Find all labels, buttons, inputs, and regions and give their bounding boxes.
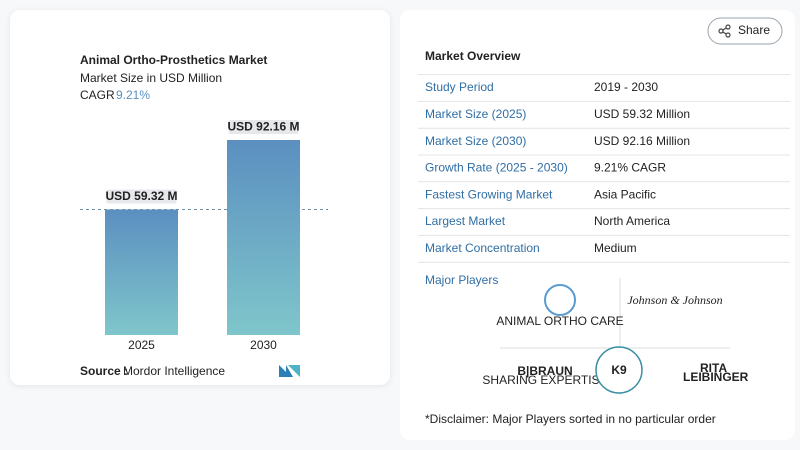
value-label: USD 59.32 M [105, 189, 177, 203]
bar-chart: USD 59.32 M 2025 USD 92.16 M 2030 [80, 120, 328, 352]
share-icon [718, 24, 731, 38]
share-button-frame[interactable] [707, 17, 783, 45]
source: Mordor Intelligence [123, 364, 225, 378]
player: ANIMAL ORTHO CARE [496, 314, 623, 328]
row-label: Market Concentration [425, 241, 540, 255]
k9-logo [595, 346, 643, 394]
row-label: Growth Rate (2025 - 2030) [425, 161, 568, 175]
row-value: North America [594, 214, 670, 228]
mordor-logo [279, 365, 300, 377]
logo-shape [279, 365, 293, 377]
chart-title: Animal Ortho-Prosthetics Market [80, 53, 267, 67]
aoc-logo [544, 284, 576, 316]
overview-card [400, 10, 795, 440]
player: RITA [700, 361, 727, 375]
row-value: 9.21% CAGR [594, 161, 666, 175]
source-label: Source : [80, 364, 128, 378]
players-grid: ANIMAL ORTHO CARE Johnson & Johnson B|BR… [482, 278, 749, 395]
players-title: Major Players [425, 273, 498, 287]
share-label[interactable]: Share [738, 23, 770, 37]
row-value: Asia Pacific [594, 187, 656, 201]
bar [105, 209, 178, 335]
row-label: Market Size (2030) [425, 134, 526, 148]
disclaimer: *Disclaimer: Major Players sorted in no … [425, 412, 716, 426]
row-label: Fastest Growing Market [425, 187, 553, 201]
row-value: 2019 - 2030 [594, 80, 658, 94]
player: B|BRAUN [517, 364, 572, 378]
cagr-value: 9.21% [116, 88, 150, 102]
player: Johnson & Johnson [627, 293, 722, 307]
row-value: Medium [594, 241, 637, 255]
player: LEIBINGER [683, 370, 749, 384]
overview-title: Market Overview [425, 49, 521, 63]
bar [227, 140, 300, 335]
row-label: Market Size (2025) [425, 107, 526, 121]
row-label: Largest Market [425, 214, 506, 228]
overview-table: Study Period 2019 - 2030 Market Size (2025… [418, 74, 790, 263]
row-value: USD 92.16 Million [594, 134, 690, 148]
chart-subtitle: Market Size in USD Million [80, 71, 222, 85]
value-label: USD 92.16 M [227, 120, 299, 134]
player: SHARING EXPERTISE [482, 373, 607, 387]
x-tick-label: 2025 [128, 338, 155, 352]
row-label: Study Period [425, 80, 494, 94]
logo-shape [288, 365, 300, 377]
value-label-box [228, 120, 299, 134]
row-value: USD 59.32 Million [594, 107, 690, 121]
share-button[interactable]: Share [707, 17, 783, 45]
player: K9 [611, 363, 627, 377]
x-tick-label: 2030 [250, 338, 277, 352]
cagr-label: CAGR [80, 88, 115, 102]
value-label-box [106, 189, 177, 204]
